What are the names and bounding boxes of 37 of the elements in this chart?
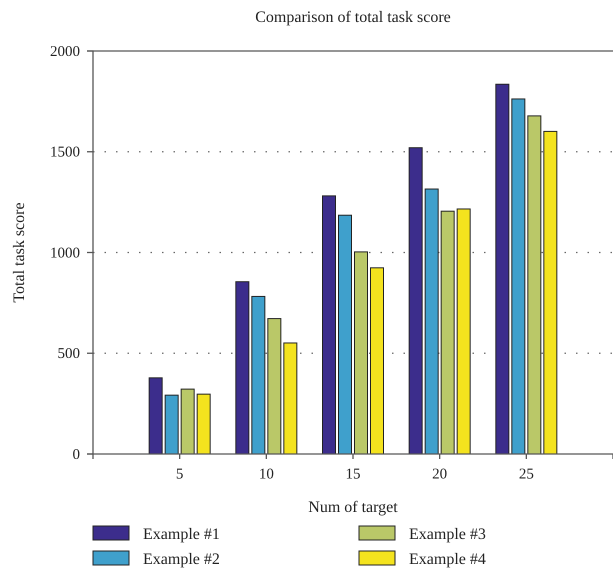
bar: [235, 281, 250, 454]
legend-label: Example #1: [143, 526, 220, 543]
bar: [322, 195, 336, 454]
bar: [196, 394, 211, 454]
x-tick-label: 5: [176, 466, 184, 482]
x-axis-title: Num of target: [308, 499, 398, 516]
bar: [527, 115, 542, 454]
chart-title: Comparison of total task score: [255, 9, 451, 26]
y-axis-title: Total task score: [11, 202, 28, 303]
y-tick-label: 500: [58, 346, 80, 362]
bar: [354, 251, 368, 454]
y-tick-label: 1500: [50, 144, 80, 161]
legend-label: Example #4: [409, 551, 486, 568]
bar: [543, 130, 558, 454]
bar: [283, 342, 298, 454]
bar: [148, 377, 163, 454]
legend-label: Example #3: [409, 526, 486, 543]
x-tick-label: 10: [258, 466, 274, 482]
x-tick-label: 25: [518, 466, 534, 482]
bar: [456, 208, 471, 454]
bar: [424, 188, 439, 454]
bar: [267, 318, 282, 454]
bar: [164, 394, 179, 454]
bar: [440, 210, 455, 454]
bar: [338, 214, 352, 454]
x-tick-label: 15: [346, 466, 360, 482]
bar: [495, 84, 510, 454]
bar: [370, 267, 384, 454]
y-tick-label: 0: [72, 446, 80, 463]
y-tick-label: 1000: [50, 245, 80, 262]
legend-label: Example #2: [143, 551, 220, 568]
bar: [511, 98, 526, 454]
bar: [251, 296, 266, 454]
x-tick-label: 20: [432, 466, 448, 482]
bar: [408, 147, 423, 454]
y-tick-label: 2000: [50, 44, 80, 60]
bar: [180, 388, 195, 454]
